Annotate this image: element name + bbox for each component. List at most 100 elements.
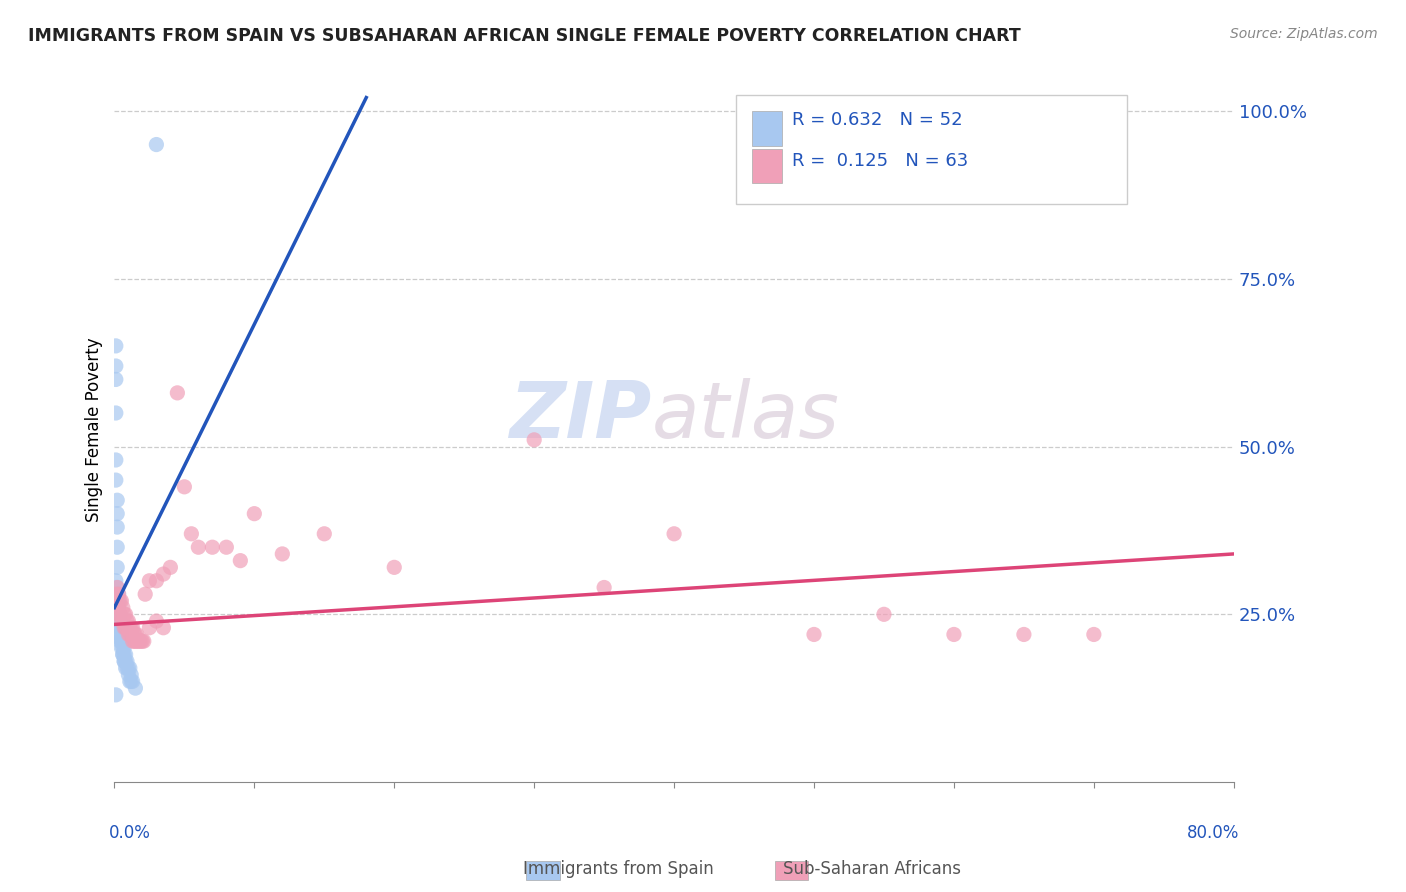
Point bbox=[114, 621, 136, 635]
Text: Source: ZipAtlas.com: Source: ZipAtlas.com bbox=[1230, 27, 1378, 41]
Point bbox=[108, 607, 131, 622]
Point bbox=[105, 581, 128, 595]
Point bbox=[121, 634, 143, 648]
Point bbox=[117, 614, 139, 628]
Point bbox=[105, 560, 128, 574]
Point bbox=[124, 634, 146, 648]
Point bbox=[110, 634, 132, 648]
Point bbox=[201, 540, 224, 554]
Point bbox=[114, 607, 136, 622]
Point bbox=[145, 614, 167, 628]
Point bbox=[107, 607, 129, 622]
Point bbox=[108, 621, 131, 635]
Point bbox=[104, 587, 127, 601]
Point bbox=[110, 640, 132, 655]
Point bbox=[118, 674, 141, 689]
Point bbox=[111, 648, 134, 662]
Point bbox=[593, 581, 616, 595]
Point bbox=[104, 473, 127, 487]
Point bbox=[120, 621, 142, 635]
Point bbox=[110, 627, 132, 641]
Point bbox=[662, 526, 685, 541]
Point bbox=[110, 634, 132, 648]
Point bbox=[120, 667, 142, 681]
Point bbox=[229, 554, 252, 568]
Point bbox=[111, 634, 134, 648]
Point bbox=[134, 587, 156, 601]
Text: ZIP: ZIP bbox=[509, 377, 652, 454]
Point bbox=[108, 594, 131, 608]
FancyBboxPatch shape bbox=[752, 149, 782, 183]
Point bbox=[112, 640, 135, 655]
Point bbox=[114, 654, 136, 668]
Point bbox=[104, 372, 127, 386]
Point bbox=[873, 607, 896, 622]
Point bbox=[104, 339, 127, 353]
Point bbox=[117, 667, 139, 681]
Point bbox=[112, 607, 135, 622]
Point bbox=[105, 493, 128, 508]
Point bbox=[114, 661, 136, 675]
Point bbox=[138, 574, 160, 588]
Point bbox=[107, 587, 129, 601]
Point bbox=[125, 634, 148, 648]
Point bbox=[125, 627, 148, 641]
Point bbox=[166, 385, 188, 400]
Point bbox=[145, 137, 167, 152]
Point bbox=[180, 526, 202, 541]
Point bbox=[942, 627, 965, 641]
Point bbox=[132, 634, 155, 648]
Text: 0.0%: 0.0% bbox=[108, 824, 150, 842]
Point bbox=[523, 433, 546, 447]
Point bbox=[120, 627, 142, 641]
Point bbox=[1012, 627, 1035, 641]
Text: atlas: atlas bbox=[652, 377, 839, 454]
Point bbox=[112, 621, 135, 635]
Point bbox=[108, 627, 131, 641]
Point bbox=[138, 621, 160, 635]
Point bbox=[152, 621, 174, 635]
Point bbox=[112, 648, 135, 662]
Point bbox=[1083, 627, 1105, 641]
Point bbox=[118, 621, 141, 635]
Point bbox=[131, 634, 153, 648]
Point bbox=[118, 661, 141, 675]
Point bbox=[803, 627, 825, 641]
Point bbox=[124, 627, 146, 641]
Point bbox=[107, 600, 129, 615]
Point bbox=[122, 634, 145, 648]
Point bbox=[118, 627, 141, 641]
Point bbox=[115, 661, 138, 675]
Point bbox=[243, 507, 266, 521]
Point bbox=[173, 480, 195, 494]
Point bbox=[111, 614, 134, 628]
Point bbox=[159, 560, 181, 574]
Point bbox=[108, 614, 131, 628]
Point bbox=[104, 574, 127, 588]
Point bbox=[121, 674, 143, 689]
Point bbox=[152, 567, 174, 582]
Point bbox=[314, 526, 336, 541]
Point bbox=[107, 587, 129, 601]
Point bbox=[120, 674, 142, 689]
Point bbox=[115, 614, 138, 628]
Point bbox=[128, 634, 150, 648]
Point bbox=[105, 540, 128, 554]
Point bbox=[108, 627, 131, 641]
Point bbox=[110, 594, 132, 608]
Point bbox=[117, 661, 139, 675]
Point bbox=[108, 634, 131, 648]
Point bbox=[110, 621, 132, 635]
FancyBboxPatch shape bbox=[752, 112, 782, 145]
Text: Immigrants from Spain: Immigrants from Spain bbox=[523, 860, 714, 878]
Point bbox=[104, 406, 127, 420]
Point bbox=[382, 560, 405, 574]
Point bbox=[145, 574, 167, 588]
Text: R =  0.125   N = 63: R = 0.125 N = 63 bbox=[792, 152, 967, 169]
Point bbox=[105, 581, 128, 595]
Point bbox=[271, 547, 294, 561]
Point bbox=[215, 540, 238, 554]
Point bbox=[115, 621, 138, 635]
Point bbox=[108, 607, 131, 622]
Text: 80.0%: 80.0% bbox=[1187, 824, 1239, 842]
